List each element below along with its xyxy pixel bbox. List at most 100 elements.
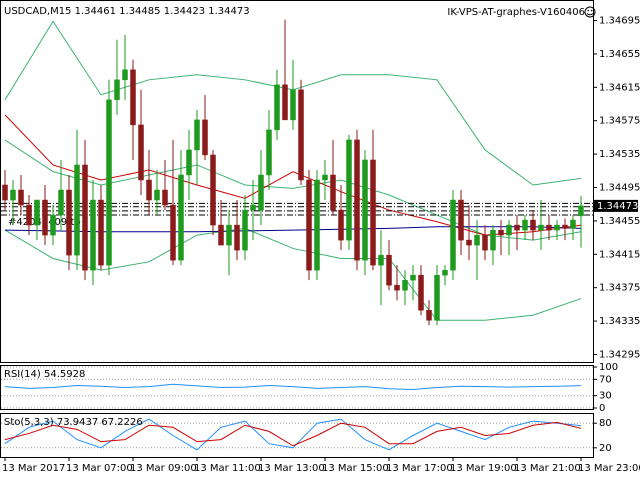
candle-body	[346, 139, 352, 241]
indicator-line	[4, 383, 582, 391]
candle-body	[82, 164, 88, 271]
candle-body	[42, 199, 48, 236]
candle-body	[458, 199, 464, 241]
candle-body	[466, 239, 472, 246]
candle-body	[210, 154, 216, 226]
candle-body	[162, 189, 168, 206]
candle-body	[394, 284, 400, 291]
candle-body	[490, 229, 496, 251]
rsi-value: 54.5928	[44, 369, 85, 380]
chart-header: USDCAD,M15 1.34461 1.34485 1.34423 1.344…	[4, 6, 250, 17]
stoch-title: Sto(5,3,3)	[4, 417, 54, 428]
price-label-box	[594, 199, 638, 212]
price-label: 1.34473	[597, 201, 638, 212]
candle-body	[530, 219, 536, 231]
candle-body	[218, 224, 224, 246]
candle-body	[26, 204, 32, 226]
y-tick-label: 1.34335	[599, 316, 640, 327]
candle-body	[354, 139, 360, 261]
rsi-title: RSI(14)	[4, 369, 41, 380]
x-tick-label: 13 Mar 23:00	[578, 463, 640, 474]
x-tick-label: 13 Mar 17:00	[386, 463, 453, 474]
candle-body	[442, 269, 448, 276]
candle-body	[578, 205, 584, 217]
y-tick-label: 1.34455	[599, 216, 640, 227]
stoch-main-value: 73.9437	[57, 417, 98, 428]
candle-body	[522, 219, 528, 231]
candle-body	[570, 219, 576, 229]
candle-body	[242, 209, 248, 251]
candle-body	[562, 224, 568, 229]
candle-body	[114, 79, 120, 101]
last-high: 1.34485	[119, 6, 160, 17]
expert-name: IK-VPS-AT-graphes-V160406	[447, 7, 585, 18]
candle-body	[538, 224, 544, 231]
candle-body	[506, 224, 512, 236]
candle-body	[58, 189, 64, 216]
stoch-frame	[0, 413, 594, 458]
y-tick-label: 1.34415	[599, 249, 640, 260]
expert-icon	[584, 6, 596, 18]
rsi-label: RSI(14) 54.5928	[4, 369, 85, 380]
candle-body	[186, 149, 192, 176]
candle-body	[370, 159, 376, 266]
x-tick-label: 13 Mar 19:00	[450, 463, 517, 474]
candle-body	[50, 214, 56, 236]
candle-body	[418, 274, 424, 311]
candle-body	[482, 234, 488, 251]
stoch-signal-value: 67.2226	[101, 417, 142, 428]
candle-body	[266, 129, 272, 176]
stoch-label: Sto(5,3,3) 73.9437 67.2226	[4, 417, 143, 428]
candle-body	[402, 279, 408, 291]
candle-body	[330, 174, 336, 211]
candle-body	[154, 189, 160, 201]
candle-body	[146, 179, 152, 201]
candle-body	[66, 189, 72, 256]
y-tick-label: 1.34615	[599, 82, 640, 93]
candle-body	[226, 224, 232, 246]
candle-body	[106, 99, 112, 266]
y-tick-label: 1.34375	[599, 283, 640, 294]
candle-body	[178, 174, 184, 261]
last-open: 1.34461	[75, 6, 116, 17]
candle-body	[426, 309, 432, 321]
rsi-frame	[0, 365, 594, 410]
candle-body	[474, 234, 480, 246]
y-tick-label: 80	[599, 418, 612, 429]
candle-body	[282, 84, 288, 121]
x-tick-label: 13 Mar 21:00	[514, 463, 581, 474]
x-tick-label: 13 Mar 2017	[2, 463, 65, 474]
candle-body	[130, 69, 136, 126]
candle-body	[450, 199, 456, 271]
y-tick-label: 100	[599, 362, 618, 373]
candle-body	[434, 274, 440, 321]
x-tick-label: 13 Mar 09:00	[130, 463, 197, 474]
candle-body	[10, 189, 16, 201]
y-tick-label: 70	[599, 374, 612, 385]
x-tick-label: 13 Mar 11:00	[194, 463, 261, 474]
candle-body	[258, 174, 264, 211]
candle-body	[234, 224, 240, 251]
candle-body	[322, 174, 328, 181]
y-tick-label: 0	[599, 403, 605, 414]
y-tick-label: 1.34295	[599, 349, 640, 360]
y-tick-label: 30	[599, 391, 612, 402]
x-tick-label: 13 Mar 13:00	[258, 463, 325, 474]
candle-body	[202, 119, 208, 156]
candle-body	[74, 164, 80, 256]
y-tick-label: 1.34575	[599, 116, 640, 127]
candle-body	[274, 84, 280, 131]
candle-body	[194, 119, 200, 151]
y-tick-label: 20	[599, 443, 612, 454]
candle-body	[170, 204, 176, 261]
candle-body	[2, 184, 8, 201]
last-close: 1.34473	[208, 6, 249, 17]
candle-body	[386, 254, 392, 286]
candle-body	[498, 229, 504, 236]
candle-body	[18, 189, 24, 206]
candle-body	[378, 254, 384, 266]
candle-body	[554, 224, 560, 231]
candle-body	[338, 209, 344, 241]
candle-body	[138, 124, 144, 181]
